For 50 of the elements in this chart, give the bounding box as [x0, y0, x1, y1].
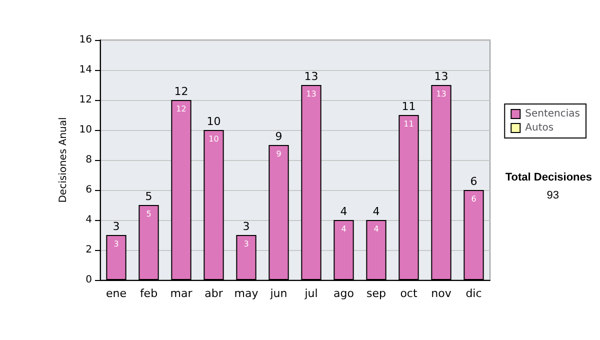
total-label: 3 — [112, 220, 120, 233]
total-label: 13 — [434, 70, 448, 83]
total-label: 9 — [275, 130, 282, 143]
x-tick-label: dic — [466, 287, 482, 300]
data-label: 10 — [208, 134, 219, 144]
y-axis-title: Decisiones Anual — [58, 117, 69, 203]
total-label: 12 — [174, 85, 188, 98]
data-label: 4 — [374, 224, 379, 234]
data-label: 13 — [306, 90, 316, 98]
x-tick-label: jul — [304, 287, 318, 300]
data-label: 3 — [244, 240, 249, 248]
legend-label: Autos — [525, 122, 554, 134]
text: 93 — [546, 190, 560, 202]
y-tick-label: 2 — [86, 244, 92, 256]
data-label: 9 — [276, 150, 282, 158]
data-label: 12 — [176, 104, 186, 114]
y-tick-label: 4 — [86, 214, 92, 226]
y-tick-label: 6 — [86, 184, 92, 196]
data-label: 11 — [404, 120, 414, 128]
total-label: 10 — [206, 115, 221, 128]
data-label: 5 — [146, 210, 152, 218]
x-tick-label: mar — [170, 287, 193, 300]
data-label: 6 — [471, 194, 476, 204]
y-tick-label: 10 — [79, 124, 92, 136]
x-tick-label: nov — [431, 287, 452, 300]
total-label: 13 — [304, 70, 318, 83]
total-label: 3 — [242, 220, 250, 233]
text: Total Decisiones — [505, 172, 592, 184]
data-label: 4 — [341, 224, 346, 234]
y-tick-label: 8 — [86, 154, 92, 166]
total-label: 11 — [402, 100, 416, 113]
y-tick-label: 16 — [79, 34, 92, 46]
x-tick-label: ago — [334, 287, 354, 300]
x-tick-label: oct — [400, 287, 418, 300]
data-label: 3 — [114, 240, 119, 248]
x-tick-label: sep — [366, 287, 386, 300]
x-tick-label: abr — [204, 287, 224, 300]
total-label: 4 — [372, 205, 380, 218]
x-tick-label: ene — [106, 287, 127, 300]
total-label: 4 — [340, 205, 348, 218]
total-label: 5 — [145, 190, 152, 203]
y-tick-label: 14 — [79, 64, 92, 76]
total-label: 6 — [470, 175, 478, 188]
legend-label: Sentencias — [525, 108, 580, 120]
y-tick-label: 12 — [79, 94, 92, 106]
x-tick-label: may — [234, 287, 259, 300]
data-label: 13 — [436, 90, 446, 98]
x-tick-label: feb — [140, 287, 158, 300]
x-tick-label: jun — [269, 287, 288, 300]
y-tick-label: 0 — [86, 274, 92, 286]
